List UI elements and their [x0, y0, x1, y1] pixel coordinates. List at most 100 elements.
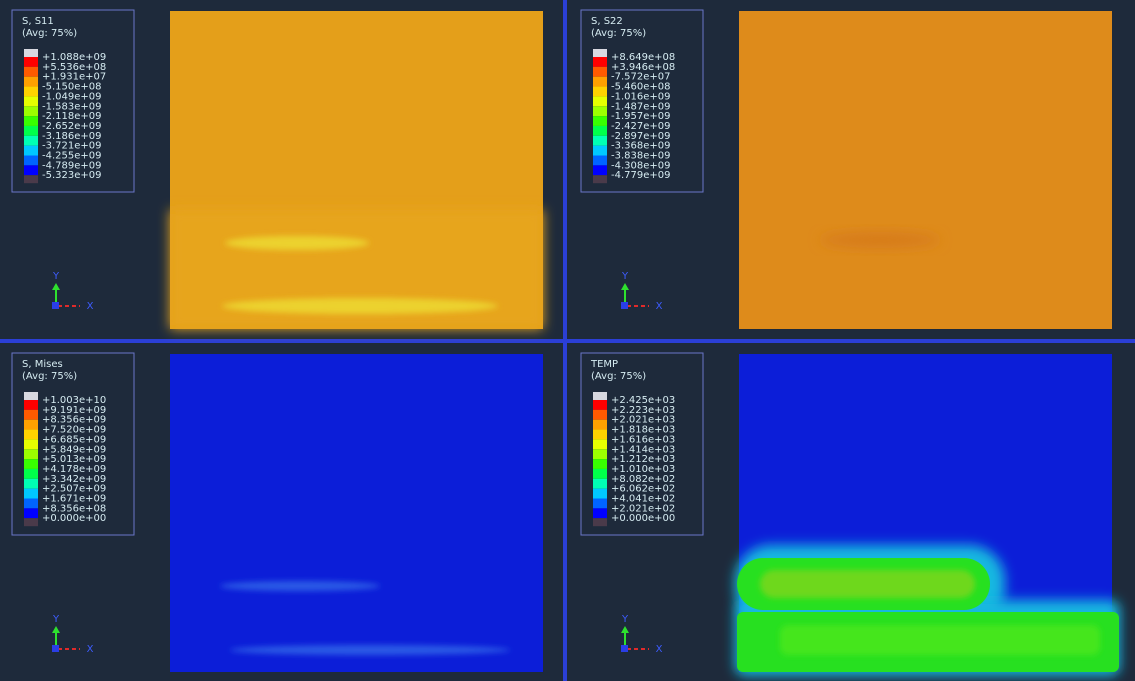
- legend-swatch: [24, 508, 38, 519]
- legend-label: -4.255e+09: [42, 151, 102, 162]
- legend-label: +7.520e+09: [42, 425, 106, 436]
- legend-swatch: [24, 96, 38, 107]
- legend-swatch: [24, 439, 38, 450]
- viewport: S, Mises(Avg: 75%)+1.003e+10+9.191e+09+8…: [11, 352, 135, 655]
- legend-swatch: [24, 135, 38, 146]
- triad-label-x: X: [87, 301, 94, 312]
- legend-box: [580, 352, 704, 536]
- contour-plot-s22: [739, 11, 1112, 329]
- legend-label: -4.779e+09: [611, 170, 671, 181]
- legend-swatch: [593, 429, 607, 440]
- legend-label: -4.789e+09: [42, 160, 102, 171]
- legend-label: +1.818e+03: [611, 425, 675, 436]
- legend-swatch: [593, 498, 607, 509]
- legend-label: -5.460e+08: [611, 82, 671, 93]
- legend-label: +1.088e+09: [42, 52, 106, 63]
- legend-label: +3.946e+08: [611, 62, 675, 73]
- contour-band: [230, 645, 510, 655]
- legend-swatch: [24, 116, 38, 126]
- legend-swatch: [24, 400, 38, 410]
- legend-label: -2.897e+09: [611, 131, 671, 142]
- contour-band: [225, 236, 369, 250]
- legend-swatch: [593, 439, 607, 450]
- legend-title: S, S11: [22, 16, 54, 27]
- legend-swatch: [593, 96, 607, 107]
- contour-band: [820, 232, 940, 248]
- triad-arrow-y: [621, 626, 629, 633]
- legend-label: +5.013e+09: [42, 454, 106, 465]
- legend-label: -1.583e+09: [42, 101, 102, 112]
- legend-label: +2.223e+03: [611, 405, 675, 416]
- legend-label: +8.082e+02: [611, 474, 675, 485]
- legend-subtitle: (Avg: 75%): [591, 371, 646, 382]
- legend-swatch: [593, 66, 607, 77]
- legend-swatch: [24, 155, 38, 166]
- legend-label: +8.356e+09: [42, 415, 106, 426]
- legend-swatch: [593, 392, 607, 400]
- legend-label: +9.191e+09: [42, 405, 106, 416]
- triad-label-y: Y: [621, 271, 629, 282]
- legend-swatch: [24, 392, 38, 400]
- legend-label: -1.016e+09: [611, 91, 671, 102]
- legend-label: -3.186e+09: [42, 131, 102, 142]
- legend-swatch: [24, 76, 38, 87]
- legend-swatch: [593, 468, 607, 479]
- legend-swatch: [24, 468, 38, 479]
- legend-label: +6.062e+02: [611, 484, 675, 495]
- legend-swatch: [593, 106, 607, 117]
- legend-label: -3.368e+09: [611, 141, 671, 152]
- legend-label: +4.178e+09: [42, 464, 106, 475]
- legend-swatch: [24, 145, 38, 156]
- legend-label: -7.572e+07: [611, 72, 671, 83]
- legend-swatch: [24, 498, 38, 509]
- legend-label: +1.671e+09: [42, 494, 106, 505]
- legend-swatch: [593, 165, 607, 176]
- divider-horizontal: [0, 339, 1135, 343]
- legend-subtitle: (Avg: 75%): [22, 28, 77, 39]
- legend-swatch: [593, 155, 607, 166]
- legend-swatch: [593, 508, 607, 519]
- viewport: S, S22(Avg: 75%) +8.649e+08+3.946e+08-7.5…: [580, 9, 704, 312]
- legend-label: -2.118e+09: [42, 111, 102, 122]
- legend-title: S, Mises: [22, 359, 63, 370]
- legend-label: +2.425e+03: [611, 395, 675, 406]
- triad-label-y: Y: [621, 614, 629, 625]
- legend-label: -3.838e+09: [611, 151, 671, 162]
- legend-swatch: [593, 86, 607, 97]
- legend-swatch: [24, 478, 38, 489]
- viewport: TEMP(Avg: 75%) +2.425e+03+2.223e+03 +2.021…: [580, 352, 704, 655]
- legend-swatch: [593, 478, 607, 489]
- legend-swatch: [24, 175, 38, 184]
- legend-swatch: [24, 488, 38, 499]
- triad-origin: [621, 645, 628, 652]
- legend-title: TEMP: [590, 359, 618, 370]
- legend-label: +1.931e+07: [42, 72, 106, 83]
- contour-band: [220, 581, 380, 591]
- viewport: S, S11(Avg: 75%) +1.088e+09+5.536e+08+1.9…: [11, 9, 135, 312]
- legend-swatch: [593, 449, 607, 460]
- model-region: [170, 354, 543, 672]
- legend-swatch: [24, 459, 38, 469]
- legend-swatch: [593, 409, 607, 420]
- legend-label: -1.957e+09: [611, 111, 671, 122]
- legend-subtitle: (Avg: 75%): [22, 371, 77, 382]
- triad-arrow-y: [52, 283, 60, 290]
- legend-swatch: [593, 57, 607, 67]
- contour-band: [222, 298, 498, 314]
- legend-label: +5.849e+09: [42, 444, 106, 455]
- legend-label: +2.507e+09: [42, 484, 106, 495]
- triad-label-y: Y: [52, 271, 60, 282]
- legend-swatch: [593, 76, 607, 87]
- legend-swatch: [593, 459, 607, 469]
- legend-swatch: [24, 518, 38, 527]
- legend-label: +8.356e+08: [42, 503, 106, 514]
- legend-swatch: [24, 57, 38, 67]
- triad-origin: [621, 302, 628, 309]
- legend-swatch: [24, 106, 38, 117]
- overlays: S, S11(Avg: 75%)+1.088e+09+5.536e+08+1.9…: [11, 9, 704, 655]
- legend-label: +2.021e+02: [611, 503, 675, 514]
- legend-label: +3.342e+09: [42, 474, 106, 485]
- triad-arrow-y: [52, 626, 60, 633]
- legend-swatch: [593, 175, 607, 184]
